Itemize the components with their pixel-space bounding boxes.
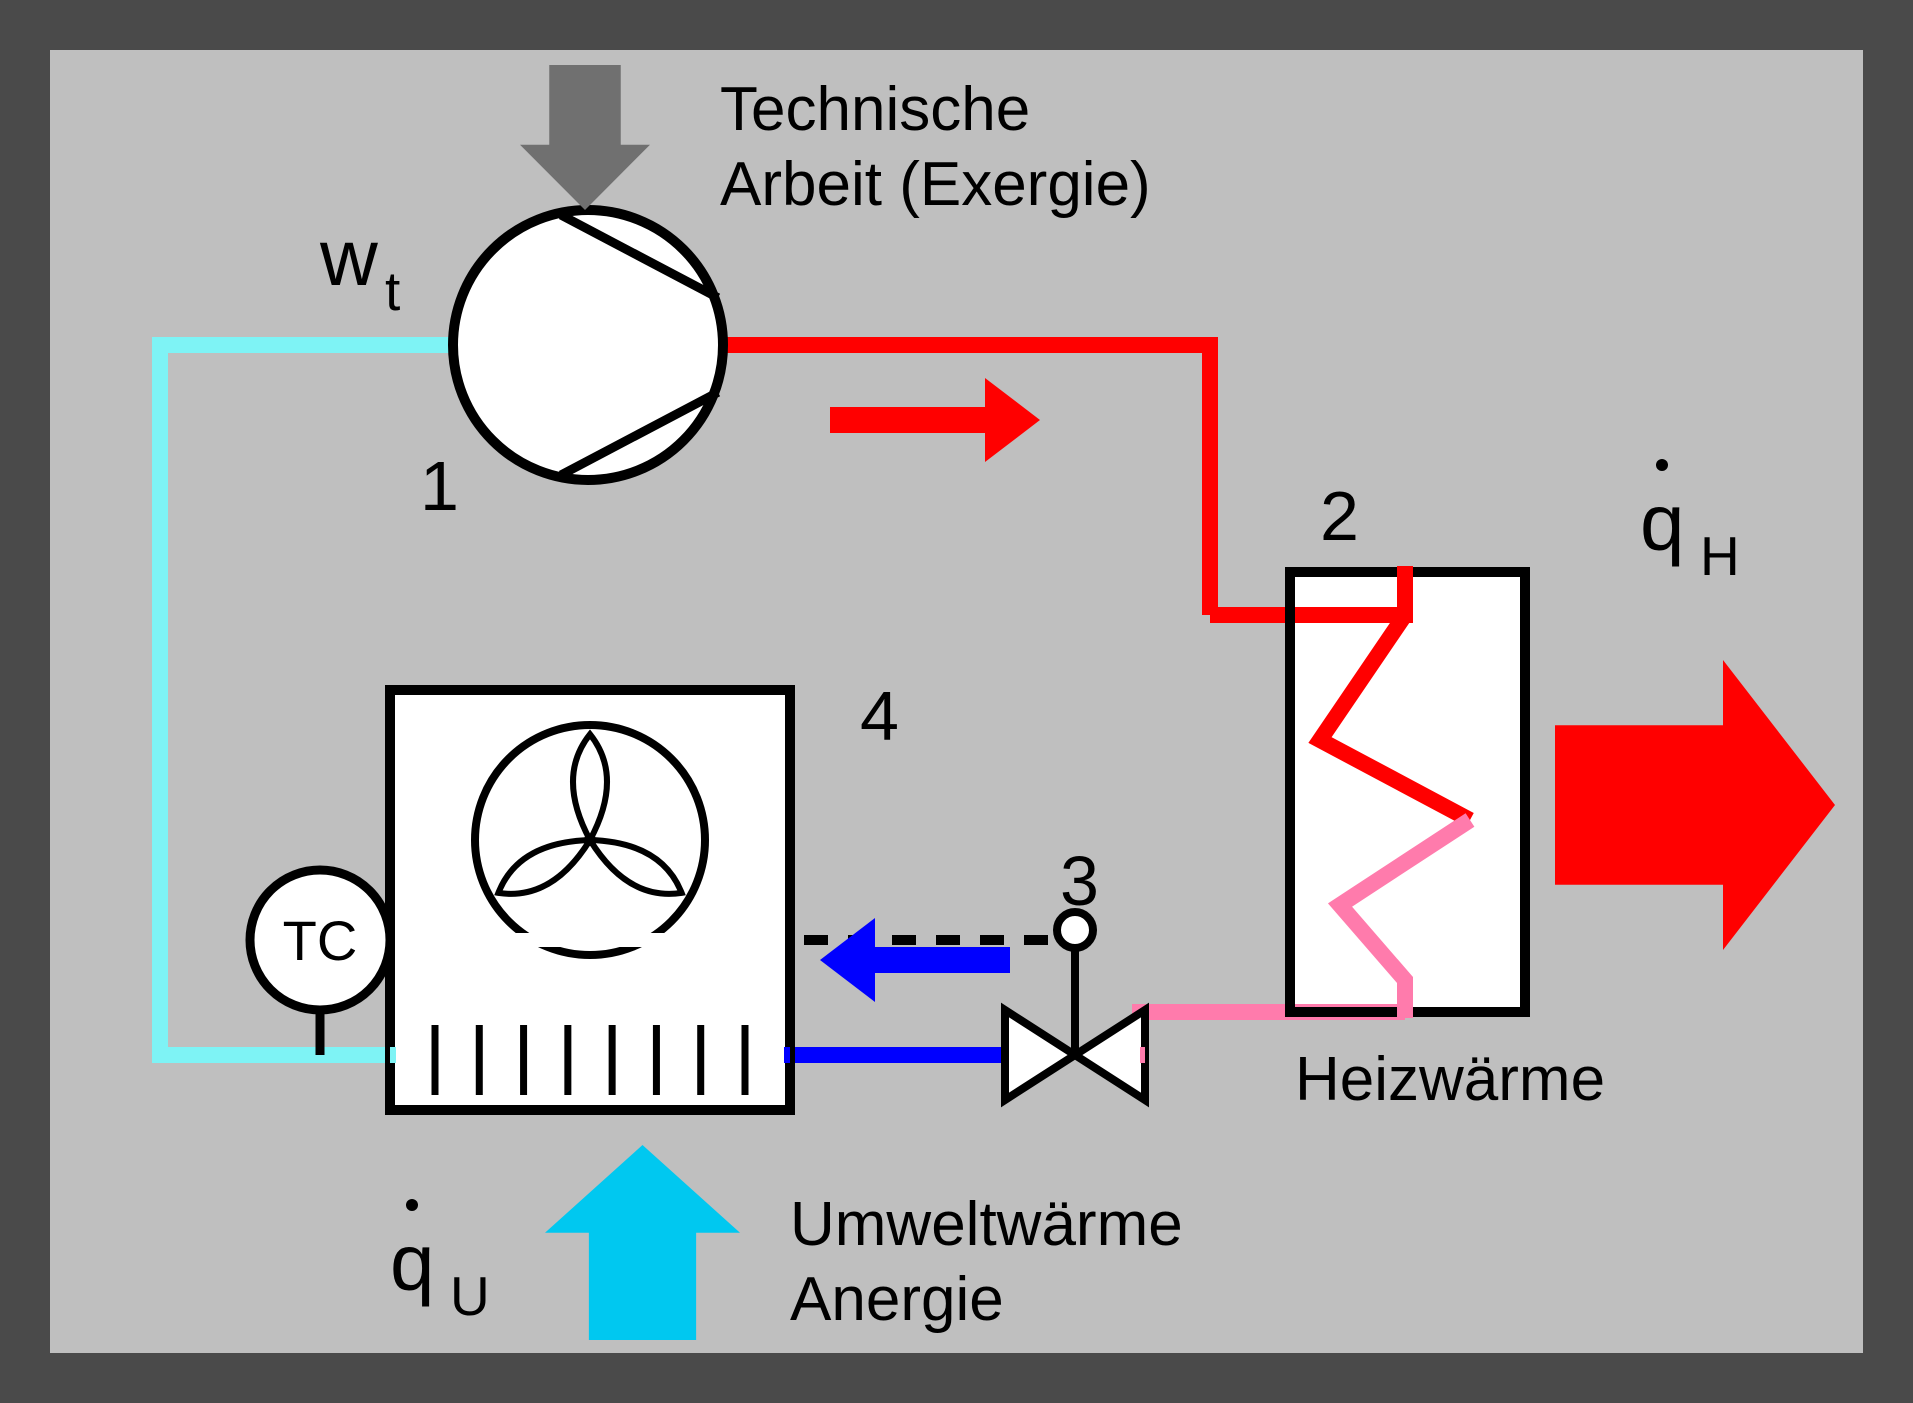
tc-label: TC [283, 909, 358, 972]
label-umwelt-2: Anergie [790, 1265, 1004, 1334]
compressor [453, 210, 723, 480]
label-4: 4 [860, 677, 899, 755]
qH-dot [1656, 459, 1668, 471]
label-1: 1 [420, 447, 459, 525]
fan-hub [584, 834, 596, 846]
label-qU-sub: U [450, 1265, 490, 1327]
label-qH-sub: H [1700, 525, 1740, 587]
label-qU: q [390, 1218, 435, 1307]
label-tech-work-1: Technische [720, 75, 1030, 144]
label-wt: w [319, 213, 378, 302]
label-umwelt-1: Umweltwärme [790, 1190, 1183, 1259]
label-3: 3 [1060, 842, 1099, 920]
label-2: 2 [1320, 477, 1359, 555]
label-qH: q [1640, 478, 1685, 567]
evaporator [390, 690, 790, 1110]
qU-dot [406, 1199, 418, 1211]
label-tech-work-2: Arbeit (Exergie) [720, 150, 1151, 219]
label-heizwaerme: Heizwärme [1295, 1045, 1605, 1114]
label-wt-sub: t [385, 260, 400, 322]
